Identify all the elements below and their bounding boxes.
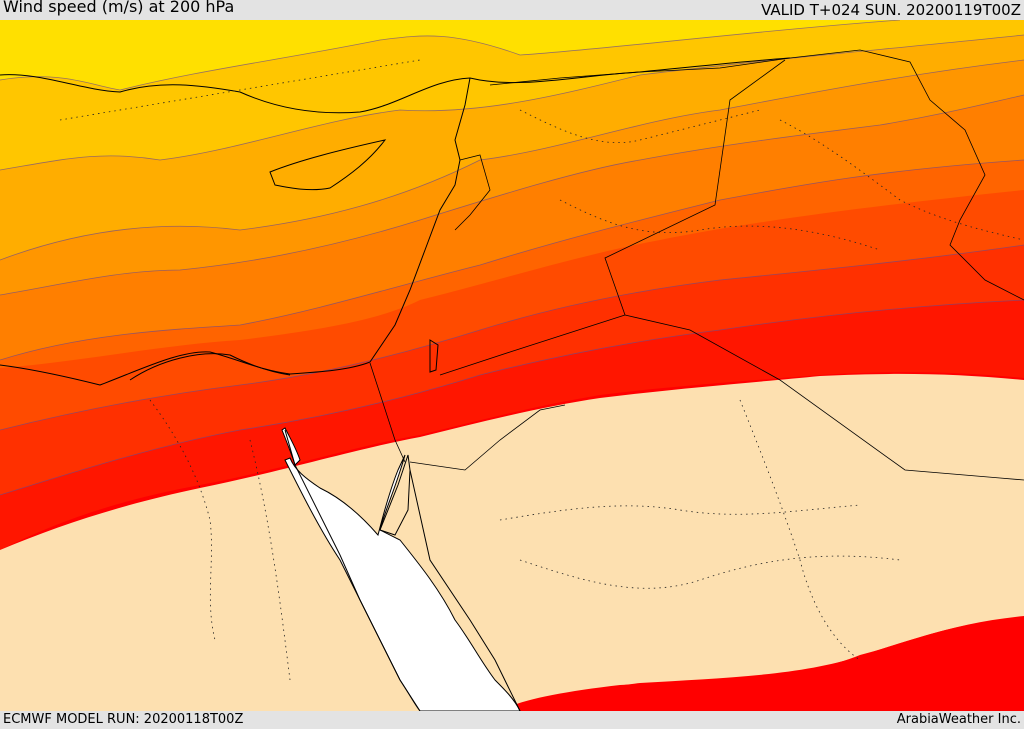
wind-speed-map — [0, 20, 1024, 711]
nile-delta — [129, 353, 291, 381]
gulf-of-suez — [281, 427, 301, 466]
wind-isotachs — [0, 20, 1024, 496]
lebanon-border — [454, 154, 491, 231]
red-sea-east-coast — [409, 469, 521, 711]
wind-speed-bands — [0, 20, 1024, 711]
model-run: ECMWF MODEL RUN: 20200118T00Z — [3, 712, 244, 727]
iraq-border — [624, 314, 1024, 481]
jet-core-south — [500, 616, 1024, 711]
low-wind-region — [0, 373, 1024, 711]
map-title: Wind speed (m/s) at 200 hPa — [3, 0, 235, 16]
east-med-coast — [0, 77, 471, 386]
valid-time: VALID T+024 SUN. 20200119T00Z — [761, 1, 1021, 19]
saudi-border — [409, 404, 566, 471]
internal-borders — [59, 59, 1024, 681]
credit: ArabiaWeather Inc. — [896, 712, 1021, 727]
sinai-coast — [284, 429, 421, 711]
political-borders — [369, 49, 1024, 481]
cyprus-coast — [269, 139, 387, 191]
egypt-border — [369, 362, 406, 463]
footer-bar: ECMWF MODEL RUN: 20200118T00Z ArabiaWeat… — [0, 711, 1024, 729]
syria-turkey-border — [489, 49, 1024, 301]
jordan-border — [439, 59, 786, 376]
dead-sea — [429, 339, 439, 373]
header-bar: Wind speed (m/s) at 200 hPa VALID T+024 … — [0, 0, 1024, 20]
